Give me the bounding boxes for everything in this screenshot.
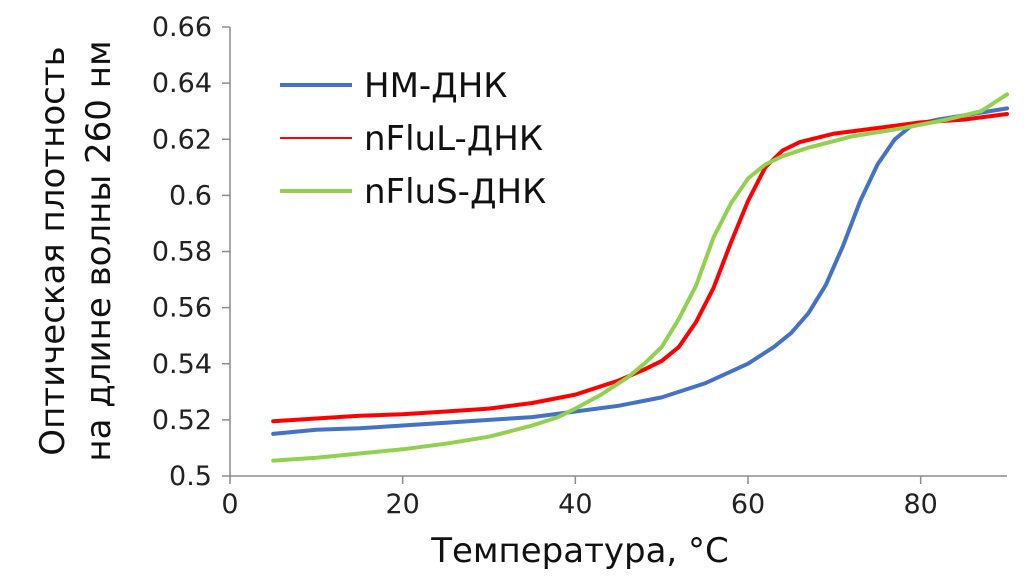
y-axis-title-line-2: на длине волны 260 нм: [79, 40, 119, 461]
y-tick-label: 0.58: [152, 237, 212, 268]
series-line-3: [271, 92, 1009, 463]
legend-label-1: НМ-ДНК: [364, 66, 507, 106]
legend-label-2: nFluL-ДНК: [364, 119, 543, 159]
y-axis-title-line-1: Оптическая плотность: [33, 46, 73, 455]
series-group: [271, 92, 1009, 463]
legend-label-3: nFluS-ДНК: [364, 172, 546, 212]
y-tick-label: 0.6: [169, 180, 212, 211]
y-tick-label: 0.64: [152, 68, 212, 99]
y-tick-label: 0.56: [152, 293, 212, 324]
y-tick-label: 0.5: [169, 461, 212, 492]
y-tick-label: 0.62: [152, 124, 212, 155]
x-tick-label: 60: [731, 489, 765, 520]
y-tick-label: 0.66: [152, 12, 212, 43]
y-tick-label: 0.54: [152, 349, 212, 380]
x-tick-label: 40: [558, 489, 592, 520]
legend: НМ-ДНК nFluL-ДНК nFluS-ДНК: [280, 66, 546, 212]
y-axis-ticks: 0.5 0.52 0.54 0.56 0.58 0.6 0.62 0.64 0.66: [152, 12, 230, 492]
x-axis-title: Температура, °C: [430, 531, 729, 571]
x-tick-label: 20: [385, 489, 419, 520]
x-tick-label: 0: [221, 489, 238, 520]
series-line-1: [271, 106, 1009, 436]
series-line-2: [271, 112, 1009, 424]
x-axis-ticks: 0 20 40 60 80: [221, 476, 938, 520]
y-tick-label: 0.52: [152, 405, 212, 436]
x-tick-label: 80: [903, 489, 937, 520]
